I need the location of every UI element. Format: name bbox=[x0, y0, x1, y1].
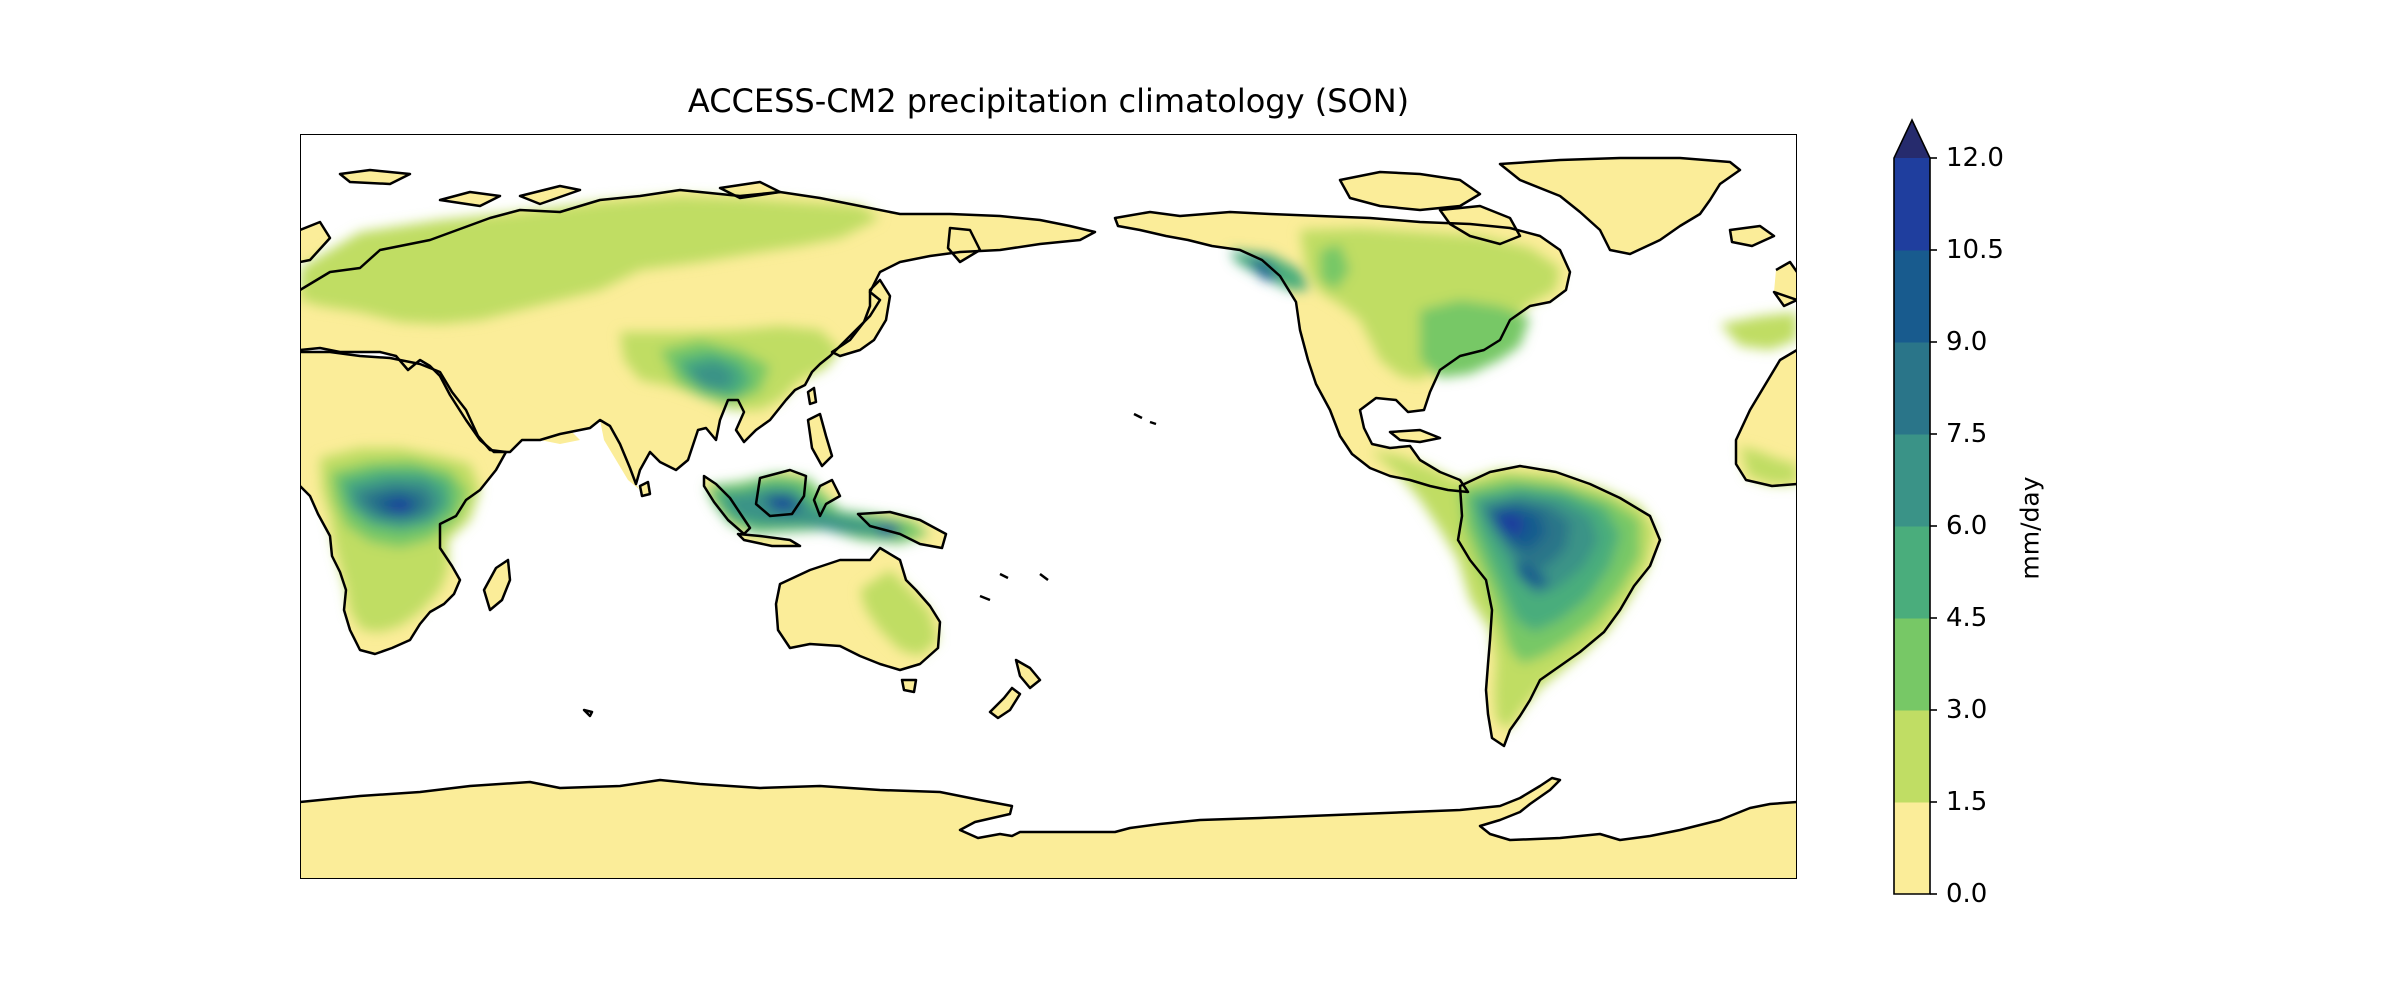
colorbar-tick-label: 12.0 bbox=[1946, 143, 2004, 173]
scandinavia-edge bbox=[300, 222, 330, 262]
colorbar-band bbox=[1894, 802, 1930, 895]
colorbar-tickmarks bbox=[1930, 157, 1937, 895]
new-zealand-north bbox=[1016, 660, 1040, 688]
madagascar bbox=[484, 560, 510, 610]
colorbar-band bbox=[1894, 250, 1930, 343]
colorbar-band bbox=[1894, 526, 1930, 619]
colorbar-band bbox=[1894, 158, 1930, 251]
colorbar-outline bbox=[1893, 118, 1931, 895]
colorbar-tick-label: 4.5 bbox=[1946, 603, 1988, 633]
colorbar-band bbox=[1894, 434, 1930, 527]
colorbar-tick-label: 9.0 bbox=[1946, 327, 1988, 357]
novaya-zemlya bbox=[520, 186, 580, 204]
colorbar-band bbox=[1894, 618, 1930, 711]
india bbox=[600, 420, 640, 490]
colorbar-extend-arrow bbox=[1894, 120, 1930, 158]
colorbar-tick-label: 0.0 bbox=[1946, 879, 1988, 909]
tasmania bbox=[902, 680, 916, 692]
new-zealand-south bbox=[990, 688, 1020, 718]
colorbar-band bbox=[1894, 710, 1930, 803]
philippines bbox=[808, 414, 832, 466]
colorbar-tick-label: 3.0 bbox=[1946, 695, 1988, 725]
colorbar bbox=[1893, 118, 1937, 895]
map-area bbox=[300, 134, 1797, 879]
colorbar-label: mm/day bbox=[2015, 476, 2045, 580]
greenland bbox=[1500, 158, 1740, 254]
colorbar-tick-label: 7.5 bbox=[1946, 419, 1988, 449]
colorbar-tick-label: 6.0 bbox=[1946, 511, 1988, 541]
colorbar-band bbox=[1894, 342, 1930, 435]
colorbar-tick-label: 1.5 bbox=[1946, 787, 1988, 817]
antarctica bbox=[300, 778, 1797, 879]
coastlines bbox=[300, 156, 1797, 842]
precip-bands bbox=[300, 196, 1797, 730]
map-title: ACCESS-CM2 precipitation climatology (SO… bbox=[687, 82, 1410, 120]
colorbar-bands bbox=[1894, 158, 1930, 895]
arabia bbox=[470, 392, 580, 444]
arctic-archipelago bbox=[1340, 172, 1480, 210]
colorbar-tick-label: 10.5 bbox=[1946, 235, 2004, 265]
java bbox=[738, 534, 800, 546]
